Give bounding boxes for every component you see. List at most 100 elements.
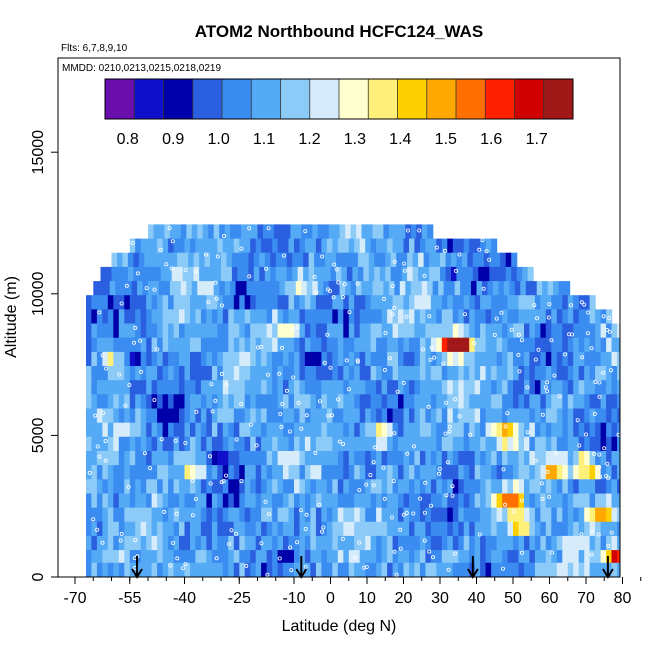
heatmap-cell [617,507,620,523]
heatmap-cell [578,337,585,353]
heatmap-cell [547,281,554,296]
heatmap-cell [233,521,240,537]
x-tick-label: 50 [504,590,522,607]
heatmap-cell [394,224,401,239]
heatmap-cell [86,309,93,324]
heatmap-cell [573,465,580,480]
heatmap-cell [381,238,388,254]
heatmap-cell [304,521,311,537]
heatmap-cell [321,422,328,438]
heatmap-cell [600,351,607,367]
heatmap-cell [452,436,459,452]
heatmap-cell [365,507,372,523]
heatmap-cell [589,562,596,577]
heatmap-cell [567,337,574,353]
heatmap-cell [135,562,142,577]
heatmap-cell [206,493,213,509]
heatmap-cell [387,550,394,565]
heatmap-cell [524,394,531,409]
heatmap-cell [231,252,238,268]
heatmap-cell [332,337,339,353]
sample-point [428,503,433,508]
heatmap-cell [556,422,563,438]
heatmap-cell [524,535,531,551]
heatmap-cell [162,507,169,523]
heatmap-cell [286,266,293,282]
heatmap-cell [151,451,158,466]
heatmap-cell [283,436,290,452]
heatmap-cell [589,535,596,551]
heatmap-cell [343,507,350,523]
heatmap-cell [436,408,443,424]
heatmap-cell [157,366,164,381]
heatmap-cell [107,366,114,381]
heatmap-cell [217,323,224,339]
heatmap-cell [421,281,428,296]
heatmap-cell [113,337,120,353]
heatmap-cell [129,366,136,381]
heatmap-cell [190,465,197,480]
heatmap-cell [518,394,525,409]
heatmap-cell [195,436,202,452]
heatmap-cell [304,323,311,339]
heatmap-cell [381,465,388,480]
sample-point [103,438,108,443]
heatmap-cell [398,351,405,367]
heatmap-cell [255,238,262,254]
heatmap-cell [102,337,109,353]
heatmap-cell [129,451,136,466]
heatmap-cell [184,550,191,565]
heatmap-cell [534,337,541,353]
sample-point [190,478,195,483]
heatmap-cell [403,562,410,577]
heatmap-cell [162,366,169,381]
x-tick-label: 20 [395,590,413,607]
heatmap-cell [266,422,273,438]
heatmap-cell [157,295,164,310]
sample-point [598,474,603,479]
heatmap-cell [414,394,421,409]
heatmap-cell [195,535,202,551]
sample-point [494,316,499,321]
heatmap-cell [206,323,213,339]
heatmap-cell [146,422,153,438]
heatmap-cell [157,550,164,565]
heatmap-cell [398,562,405,577]
heatmap-cell [166,252,173,268]
colorbar-segment [426,79,457,119]
heatmap-cell [573,309,580,324]
heatmap-cell [436,436,443,452]
heatmap-cell [257,224,264,239]
heatmap-cell [250,521,257,537]
heatmap-cell [414,493,421,509]
heatmap-cell [392,479,399,494]
heatmap-cell [151,366,158,381]
heatmap-cell [500,266,507,282]
x-axis-label: Latitude (deg N) [282,618,397,635]
heatmap-cell [288,465,295,480]
heatmap-cell [520,281,527,296]
heatmap-cell [562,562,569,577]
heatmap-cell [578,394,585,409]
heatmap-cell [321,451,328,466]
heatmap-cell [222,436,229,452]
heatmap-cell [107,535,114,551]
heatmap-cell [562,394,569,409]
heatmap-cell [427,281,434,296]
heatmap-cell [215,252,222,268]
heatmap-cell [190,408,197,424]
heatmap-cell [441,562,448,577]
heatmap-cell [578,323,585,339]
sample-point [263,499,268,504]
heatmap-cell [595,465,602,480]
heatmap-cell [529,479,536,494]
heatmap-cell [250,562,257,577]
heatmap-cell [255,309,262,324]
heatmap-cell [118,366,125,381]
heatmap-cell [540,408,547,424]
heatmap-cell [556,562,563,577]
heatmap-cell [398,394,405,409]
heatmap-cell [321,507,328,523]
heatmap-cell [304,535,311,551]
sample-point [144,286,149,291]
